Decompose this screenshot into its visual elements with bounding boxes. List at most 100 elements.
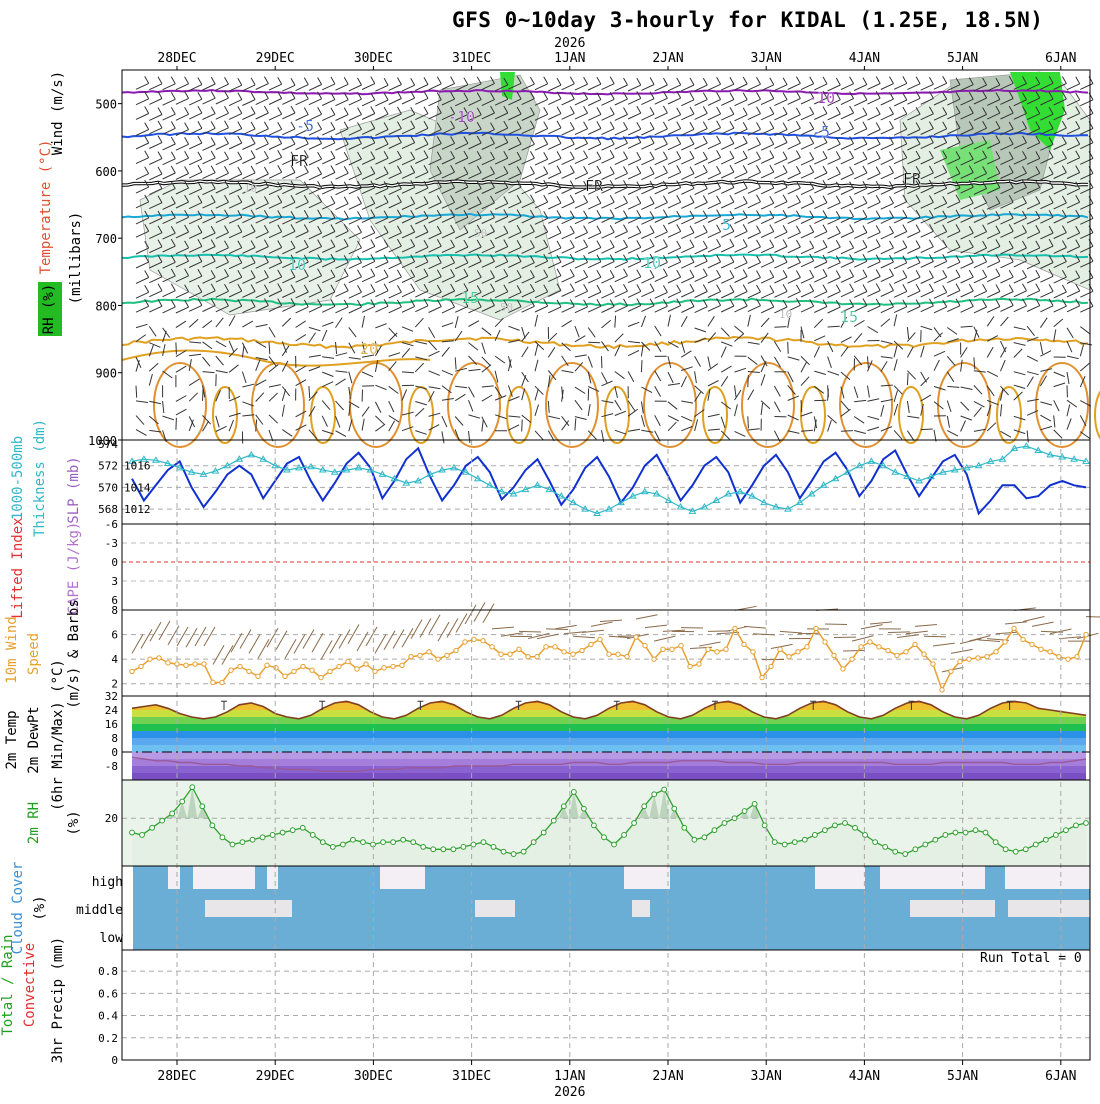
barb-flag [717,136,721,143]
wind10-barb [285,639,296,658]
barb [588,144,601,150]
wind10-barb [492,627,514,629]
barb [216,371,228,373]
barb [987,307,1000,313]
barb [761,188,774,194]
barb [309,99,322,105]
barb-flag [863,240,867,247]
barb [774,232,787,238]
barb [681,85,694,91]
barb [349,292,362,298]
barb-flag [264,77,268,84]
wind10-marker [1039,647,1043,651]
barb [987,261,1000,267]
rh2m-marker [310,833,315,838]
thickness-tick-570: 570 [98,481,118,494]
barb [149,374,152,386]
barb-flag [358,270,362,277]
barb [681,233,694,239]
rh2m-marker [843,821,848,826]
barb-flag [916,270,920,277]
barb-flag [185,91,189,98]
barb-flag [969,270,973,277]
barb [814,336,825,341]
barb [203,84,216,90]
barb [602,292,615,298]
top-day-label-4JAN: 4JAN [849,51,880,66]
wind10-marker [571,652,575,656]
barb-flag [810,270,814,277]
barb-flag [703,165,707,172]
barb [814,187,827,193]
barb-flag [624,255,628,262]
barb [203,321,213,328]
barb-flag [677,78,681,85]
barb [708,246,721,252]
barb [987,400,998,404]
barb-flag [1076,93,1080,100]
barb [442,347,450,356]
barb-flag [570,226,574,233]
barb-flag [863,285,867,292]
barb-flag [677,270,681,277]
wind-label-2: Speed [26,633,42,675]
barb [947,401,951,412]
wind10-barb [150,622,161,641]
temp-tick-16: 16 [105,718,118,731]
barb [907,347,913,358]
barb [695,189,708,195]
barb-flag [610,195,614,202]
barb [708,381,719,387]
barb [389,421,395,431]
orange-loop-3 [448,363,500,447]
barb [761,114,774,120]
barb [735,292,748,298]
wind10-marker [211,680,215,684]
barb-flag [530,166,534,173]
barb [721,376,728,386]
barb [828,420,832,431]
barb [189,342,201,343]
barb [894,100,907,106]
barb [881,128,894,134]
barb [921,247,934,253]
barb [894,263,907,269]
barb [602,84,615,90]
barb-flag [211,77,215,84]
wind10-marker [355,667,359,671]
thickness-tick-572: 572 [98,460,118,473]
barb [961,306,974,312]
bottom-day-label-6JAN: 6JAN [1045,1069,1076,1084]
barb [854,333,862,342]
barb [788,84,801,90]
wind10-barb [438,622,449,641]
wind10-marker [751,650,755,654]
barb [575,400,582,410]
wind10-marker [769,664,773,668]
barb [336,189,349,195]
barb-flag [1036,270,1040,277]
barb [721,306,734,312]
barb [907,431,914,441]
iso-label-13: 10 [244,182,257,195]
barb [375,424,385,431]
barb [189,143,202,149]
barb-flag [650,284,654,291]
rh2m-marker [702,835,707,840]
barb-flag [823,225,827,232]
barb [748,99,761,105]
wind10-marker [130,669,134,673]
barb [854,277,867,283]
barb-flag [251,151,255,158]
barb [894,386,902,395]
barb [1001,347,1007,358]
barb [149,277,162,283]
barb [562,320,572,326]
barb-flag [318,167,322,174]
barb [788,173,801,179]
barb [894,307,907,313]
barb-flag [850,284,854,291]
barb [229,316,235,327]
barb [748,372,760,373]
barb [429,327,435,337]
